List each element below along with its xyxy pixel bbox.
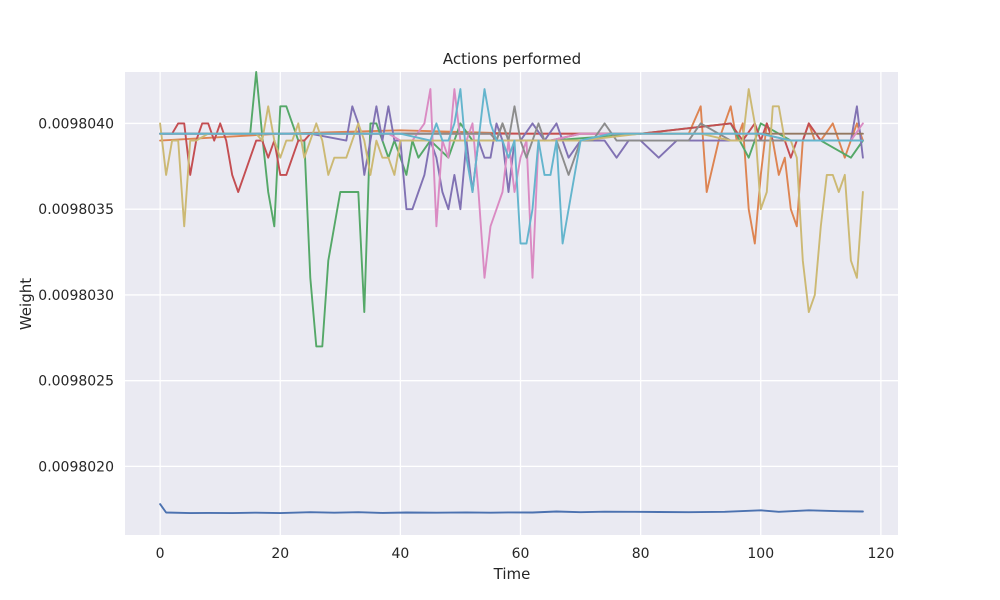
y-tick-label: 0.0098030 (38, 288, 114, 304)
series-line-2 (159, 71, 864, 348)
x-tick-label: 100 (747, 546, 774, 562)
y-axis-ticks: 0.0098020 0.0098025 0.0098030 0.0098035 0.00… (38, 116, 114, 475)
series-line-4 (159, 105, 864, 211)
y-axis-label: Weight (17, 278, 35, 330)
x-tick-label: 60 (512, 546, 530, 562)
x-tick-label: 80 (632, 546, 650, 562)
x-axis-label: Time (493, 565, 531, 583)
x-tick-label: 120 (868, 546, 895, 562)
series-line-9 (159, 88, 864, 245)
series-lines (159, 71, 864, 515)
x-tick-label: 20 (271, 546, 289, 562)
y-tick-label: 0.0098020 (38, 459, 114, 475)
y-tick-label: 0.0098035 (38, 202, 114, 218)
x-tick-label: 0 (156, 546, 165, 562)
x-tick-label: 40 (391, 546, 409, 562)
y-tick-label: 0.0098025 (38, 374, 114, 390)
chart-title: Actions performed (443, 50, 581, 68)
series-line-0 (159, 503, 864, 515)
series-line-8 (159, 88, 864, 314)
y-tick-label: 0.0098040 (38, 116, 114, 132)
x-axis-ticks: 0 20 40 60 80 100 120 (156, 546, 895, 562)
